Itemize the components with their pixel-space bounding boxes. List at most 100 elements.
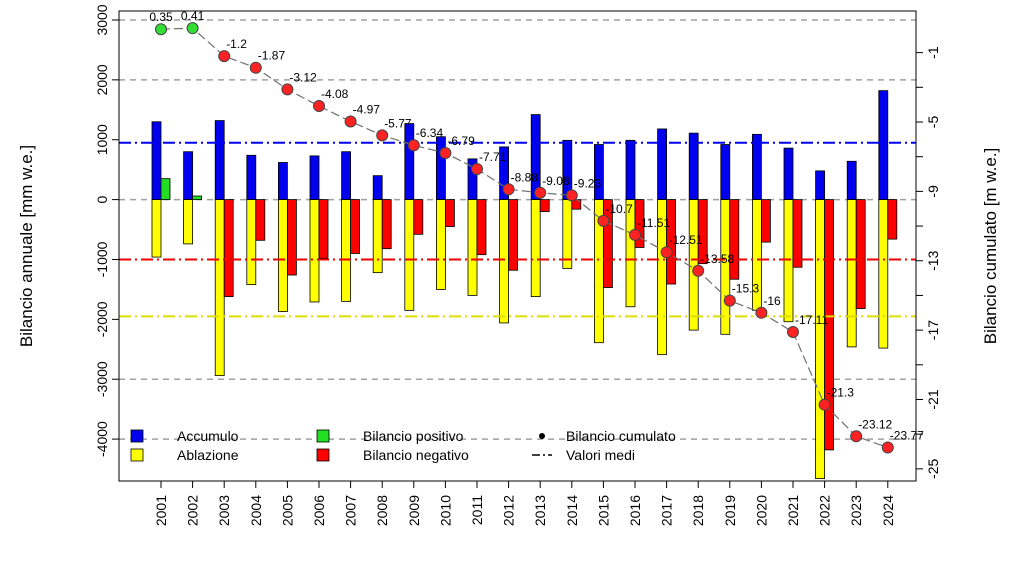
x-tick-label-2008: 2008 <box>374 495 390 526</box>
bar-ablazione-2018 <box>688 199 699 331</box>
cumulative-point-2024 <box>881 441 894 454</box>
legend-ablazione-label: Ablazione <box>177 447 239 463</box>
bar-ablazione-2013 <box>530 199 541 297</box>
bar-bilancio-negativo-2017 <box>666 199 676 285</box>
cumulative-label-2008: -5.77 <box>384 116 412 130</box>
bar-ablazione-2022 <box>815 199 825 480</box>
cumulative-label-2017: -12.51 <box>669 233 703 247</box>
cumulative-point-2005 <box>281 83 294 96</box>
cumulative-point-2010 <box>439 147 452 160</box>
legend-bilancio-cumulato-marker <box>539 433 545 439</box>
cumulative-point-2002 <box>186 22 199 35</box>
cumulative-point-2012 <box>502 183 515 196</box>
y2-tick-label: -1 <box>925 46 941 59</box>
cumulative-point-2016 <box>629 228 641 241</box>
cumulative-point-2009 <box>407 139 420 152</box>
y-tick-label: -2000 <box>94 301 110 337</box>
bar-bilancio-negativo-2023 <box>855 199 866 309</box>
cumulative-point-2022 <box>818 398 831 411</box>
y-tick-label: 0 <box>94 195 110 203</box>
bar-bilancio-positivo-2001 <box>160 178 171 200</box>
legend-accumulo-label: Accumulo <box>177 428 239 444</box>
cumulative-point-2003 <box>218 50 231 63</box>
bar-accumulo-2023 <box>846 160 857 200</box>
bar-ablazione-2008 <box>372 199 383 274</box>
cumulative-line <box>160 27 889 449</box>
bar-bilancio-negativo-2003 <box>223 199 234 297</box>
cumulative-label-2006: -4.08 <box>321 87 349 101</box>
cumulative-label-2015: -10.7 <box>605 202 633 216</box>
y-tick-label: 2000 <box>94 64 110 95</box>
bar-bilancio-positivo-2002 <box>192 195 203 200</box>
bar-accumulo-2005 <box>277 162 288 200</box>
cumulative-point-2006 <box>313 100 325 113</box>
bar-accumulo-2009 <box>404 123 415 200</box>
bar-bilancio-negativo-2007 <box>350 199 361 254</box>
cumulative-label-2024: -23.77 <box>890 429 924 443</box>
cumulative-label-2020: -16 <box>763 294 781 308</box>
x-tick-label-2005: 2005 <box>279 495 295 526</box>
bar-bilancio-negativo-2010 <box>444 199 455 227</box>
bar-accumulo-2024 <box>878 90 889 200</box>
bar-accumulo-2015 <box>594 144 604 200</box>
cumulative-point-2013 <box>534 186 547 199</box>
cumulative-point-2018 <box>692 264 705 277</box>
cumulative-label-2019: -15.3 <box>732 282 760 296</box>
x-tick-label-2004: 2004 <box>248 495 264 526</box>
bar-accumulo-2002 <box>183 151 194 200</box>
x-tick-label-2022: 2022 <box>817 495 833 526</box>
x-tick-label-2001: 2001 <box>153 495 169 526</box>
y-tick-label: 1000 <box>94 124 110 155</box>
bar-ablazione-2016 <box>625 199 636 308</box>
bar-ablazione-2006 <box>309 199 320 303</box>
cumulative-label-2011: -7.71 <box>479 150 507 164</box>
y2-tick-label: -9 <box>925 185 941 198</box>
bar-bilancio-negativo-2005 <box>286 199 297 276</box>
cumulative-balance-series: 0.35 0.41 -1.2 -1.87-3.12 -4.08 -4.97-5.77 -6.… <box>149 9 924 454</box>
x-tick-label-2002: 2002 <box>185 495 201 526</box>
axes: 3000 2000 1000 0 -1000 -2000 -3000 -4000 -1 -5 -9 -… <box>94 4 941 526</box>
cumulative-point-2001 <box>155 23 167 36</box>
x-tick-label-2003: 2003 <box>216 495 232 526</box>
cumulative-label-2005: -3.12 <box>289 70 317 84</box>
bar-bilancio-negativo-2008 <box>381 199 392 250</box>
cumulative-label-2018: -13.58 <box>700 252 734 266</box>
bar-accumulo-2001 <box>151 121 162 200</box>
bars <box>151 90 898 480</box>
bar-ablazione-2004 <box>246 199 257 286</box>
bar-ablazione-2001 <box>151 199 162 258</box>
bar-accumulo-2010 <box>435 136 446 200</box>
x-tick-label-2023: 2023 <box>848 495 864 526</box>
cumulative-point-2011 <box>471 162 483 175</box>
x-tick-label-2009: 2009 <box>406 495 422 526</box>
y-tick-label: 3000 <box>94 4 110 35</box>
bar-bilancio-negativo-2018 <box>697 199 708 265</box>
bar-bilancio-negativo-2011 <box>476 199 487 256</box>
y2-tick-label: -17 <box>925 320 941 340</box>
legend-bilancio-positivo-swatch <box>316 429 330 443</box>
bar-ablazione-2012 <box>499 199 510 324</box>
bar-ablazione-2010 <box>435 199 446 290</box>
y2-tick-label: -25 <box>925 459 941 479</box>
bar-ablazione-2002 <box>183 199 194 245</box>
y-axis-title: Bilancio annuale [mm w.e.] <box>17 145 36 347</box>
cumulative-label-2013: -9.08 <box>542 174 570 188</box>
x-tick-label-2017: 2017 <box>659 495 675 526</box>
cumulative-label-2014: -9.23 <box>574 176 602 190</box>
bar-accumulo-2019 <box>720 144 731 200</box>
bar-bilancio-negativo-2006 <box>318 199 329 259</box>
cumulative-label-2022: -21.3 <box>827 386 855 400</box>
bar-ablazione-2011 <box>467 199 478 296</box>
cumulative-label-2023: -23.12 <box>858 417 892 431</box>
cumulative-label-2007: -4.97 <box>353 102 381 116</box>
cumulative-point-2021 <box>787 326 799 339</box>
x-tick-label-2018: 2018 <box>690 495 706 526</box>
cumulative-point-2004 <box>249 61 262 74</box>
cumulative-point-2019 <box>723 294 736 307</box>
bar-ablazione-2023 <box>846 199 857 348</box>
cumulative-point-2014 <box>565 189 578 202</box>
legend: Accumulo Ablazione Bilancio positivo Bilanc… <box>130 428 676 463</box>
y2-axis-title: Bilancio cumulato [m w.e.] <box>981 148 1000 345</box>
bar-bilancio-negativo-2019 <box>729 199 740 280</box>
